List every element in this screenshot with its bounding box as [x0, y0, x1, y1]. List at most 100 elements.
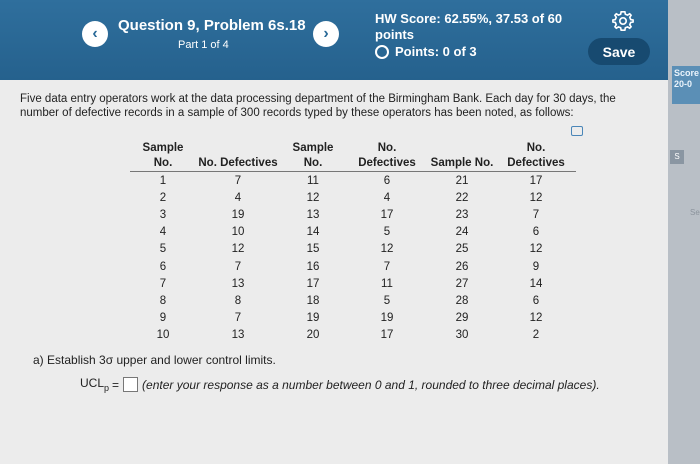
- table-cell: 4: [159, 226, 167, 239]
- table-cell: 17: [380, 208, 394, 221]
- ucl-subscript: p: [104, 383, 110, 393]
- table-row: 3 19 13 17 23 7: [130, 206, 576, 223]
- table-cell: 30: [455, 329, 469, 342]
- table-cell: 10: [231, 226, 245, 239]
- hw-score-line2: points: [375, 27, 414, 42]
- table-cell: 7: [234, 174, 242, 187]
- question-header: ‹ Question 9, Problem 6s.18 Part 1 of 4 …: [0, 0, 668, 80]
- table-cell: 16: [306, 260, 320, 273]
- table-cell: 12: [529, 243, 543, 256]
- table-cell: 11: [381, 277, 393, 290]
- table-row: 5 12 15 12 25 12: [130, 241, 576, 258]
- ucl-answer-input[interactable]: [123, 377, 139, 392]
- table-row: 10 13 20 17 30 2: [130, 327, 576, 344]
- table-cell: 10: [156, 329, 170, 342]
- table-cell: 12: [380, 243, 394, 256]
- table-cell: 5: [383, 226, 391, 239]
- table-cell: 29: [455, 312, 469, 325]
- table-cell: 1: [159, 174, 167, 187]
- part-label: Part 1 of 4: [178, 39, 229, 51]
- problem-intro: Five data entry operators work at the da…: [20, 93, 616, 119]
- hw-score: HW Score: 62.55%, 37.53 of 60 points: [375, 11, 562, 43]
- table-cell: 28: [455, 294, 469, 307]
- ucl-label: UCLp: [80, 376, 109, 393]
- table-cell: 7: [234, 312, 242, 325]
- table-row: 9 7 19 19 29 12: [130, 310, 576, 327]
- table-cell: 7: [159, 277, 167, 290]
- table-row: 1 7 11 6 21 17: [130, 172, 576, 190]
- table-cell: 3: [159, 208, 167, 221]
- table-cell: 4: [383, 191, 391, 204]
- table-cell: 23: [455, 208, 469, 221]
- col-header-sample: Sample No.: [428, 139, 496, 172]
- table-cell: 2: [532, 329, 540, 342]
- side-score-fragment[interactable]: Score 20-0: [672, 66, 700, 104]
- defectives-table: Sample No. No. Defectives Sample No. No.…: [130, 139, 576, 344]
- table-cell: 9: [159, 312, 167, 325]
- table-cell: 12: [529, 312, 543, 325]
- points-text: Points: 0 of 3: [395, 44, 477, 59]
- table-row: 6 7 16 7 26 9: [130, 258, 576, 275]
- circle-icon: [375, 44, 389, 59]
- table-cell: 25: [455, 243, 469, 256]
- answer-hint: (enter your response as a number between…: [142, 377, 600, 392]
- table-cell: 20: [306, 329, 320, 342]
- hw-score-line1: HW Score: 62.55%, 37.53 of 60: [375, 11, 563, 26]
- table-cell: 13: [231, 329, 245, 342]
- table-cell: 5: [383, 294, 391, 307]
- ucl-answer-row: UCLp = (enter your response as a number …: [80, 376, 600, 393]
- table-cell: 13: [306, 208, 320, 221]
- side-text-fragment: Se: [690, 208, 700, 217]
- table-cell: 9: [532, 260, 540, 273]
- next-question-button[interactable]: ›: [313, 21, 339, 47]
- table-cell: 8: [234, 294, 242, 307]
- table-cell: 12: [231, 243, 245, 256]
- table-cell: 2: [159, 191, 167, 204]
- table-row: 2 4 12 4 22 12: [130, 189, 576, 206]
- copy-icon[interactable]: [571, 126, 583, 136]
- col-header-defectives: No. Defectives: [346, 139, 428, 172]
- table-cell: 11: [307, 174, 319, 187]
- table-cell: 8: [159, 294, 167, 307]
- previous-question-button[interactable]: ‹: [82, 21, 108, 47]
- col-header-sample: Sample No.: [130, 139, 196, 172]
- table-cell: 26: [455, 260, 469, 273]
- table-cell: 18: [306, 294, 320, 307]
- chevron-left-icon: ‹: [92, 25, 98, 42]
- table-cell: 24: [455, 226, 469, 239]
- table-row: 7 13 17 11 27 14: [130, 275, 576, 292]
- col-header-sample: Sample No.: [280, 139, 346, 172]
- table-cell: 6: [532, 294, 540, 307]
- table-cell: 17: [380, 329, 394, 342]
- part-a-instruction: a) Establish 3σ upper and lower control …: [33, 353, 276, 367]
- table-cell: 13: [231, 277, 245, 290]
- table-cell: 7: [532, 208, 540, 221]
- table-cell: 17: [529, 174, 543, 187]
- table-cell: 15: [306, 243, 320, 256]
- table-cell: 4: [234, 191, 242, 204]
- table-row: 8 8 18 5 28 6: [130, 292, 576, 309]
- save-button[interactable]: Save: [588, 38, 650, 65]
- table-cell: 21: [455, 174, 469, 187]
- table-cell: 27: [455, 277, 469, 290]
- table-cell: 19: [306, 312, 320, 325]
- col-header-defectives: No. Defectives: [496, 139, 576, 172]
- table-cell: 12: [306, 191, 320, 204]
- gear-icon[interactable]: [612, 10, 634, 32]
- equals-sign: =: [112, 377, 120, 392]
- table-cell: 14: [306, 226, 320, 239]
- ucl-label-text: UCL: [80, 376, 105, 390]
- table-cell: 7: [234, 260, 242, 273]
- table-cell: 6: [383, 174, 391, 187]
- table-cell: 12: [529, 191, 543, 204]
- table-cell: 14: [529, 277, 543, 290]
- table-cell: 5: [159, 243, 167, 256]
- table-cell: 22: [455, 191, 469, 204]
- col-header-defectives: No. Defectives: [196, 139, 280, 172]
- table-cell: 17: [306, 277, 320, 290]
- table-cell: 19: [231, 208, 245, 221]
- table-cell: 6: [532, 226, 540, 239]
- question-title: Question 9, Problem 6s.18: [118, 17, 306, 34]
- table-row: 4 10 14 5 24 6: [130, 224, 576, 241]
- table-cell: 6: [159, 260, 167, 273]
